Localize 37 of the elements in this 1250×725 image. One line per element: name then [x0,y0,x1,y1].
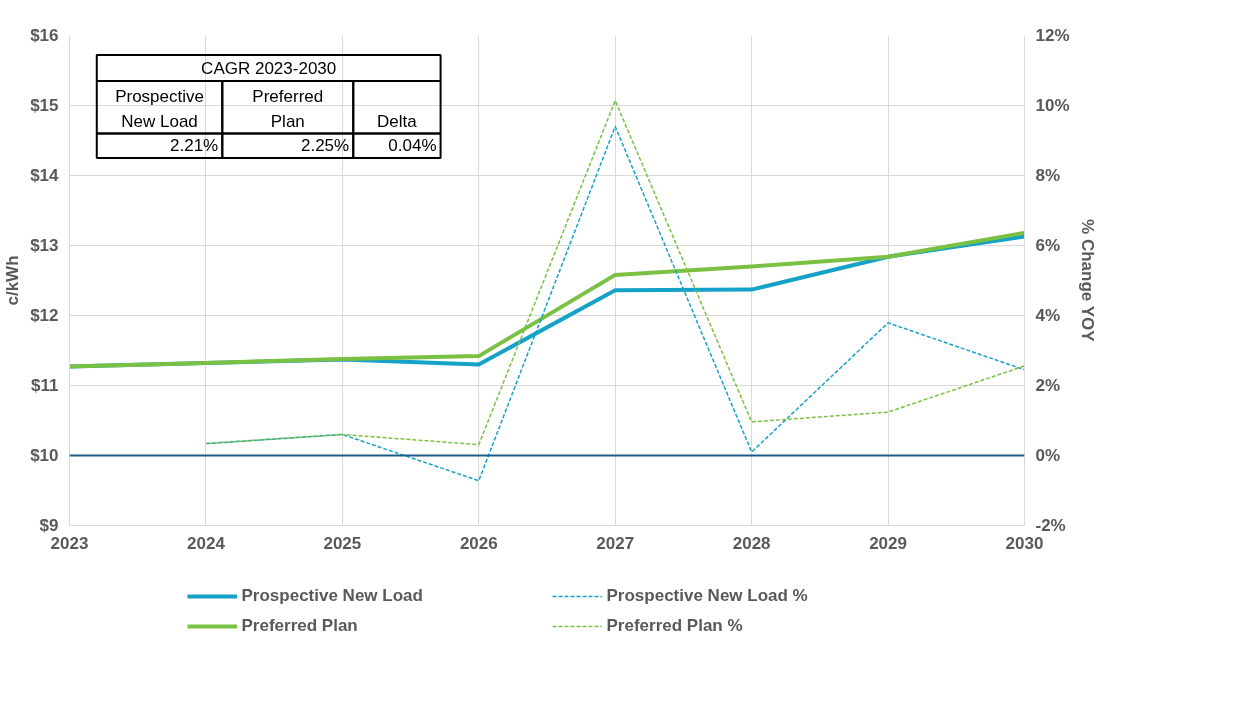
y-tick-label: $14 [30,166,60,185]
y-tick-label: $11 [31,376,59,395]
x-tick-label: 2030 [1005,533,1044,553]
legend-label: Prospective New Load % [606,586,809,606]
y2-axis-title: % Change YOY [1077,219,1097,343]
y2-tick-label: 12% [1035,26,1070,45]
y2-tick-label: -2% [1035,516,1066,535]
y-tick-label: $9 [39,516,59,535]
annotation: CAGR 2023-2030 [201,58,337,78]
legend-label: Preferred Plan % [606,616,744,636]
x-tick-label: 2028 [732,533,771,553]
y2-tick-label: 8% [1035,166,1061,185]
y-tick-label: $10 [30,446,59,465]
y2-tick-label: 4% [1035,306,1061,325]
x-tick-label: 2026 [459,533,498,553]
annotation: 0.04% [388,136,437,156]
x-tick-label: 2029 [869,533,907,553]
annotation: Delta [377,111,418,131]
legend-label: Prospective New Load [241,586,424,606]
y-axis-title: c/kWh [3,255,23,306]
y-tick-label: $16 [30,26,59,45]
x-tick-label: 2027 [596,533,635,553]
y-tick-label: $12 [30,306,59,325]
y-tick-label: $13 [30,236,59,255]
y-tick-label: $15 [30,96,59,115]
y2-tick-label: 10% [1035,96,1070,115]
x-tick-label: 2023 [50,533,89,553]
annotation: Preferred Plan [252,87,324,131]
annotation: 2.21% [170,136,219,156]
legend-label: Preferred Plan [241,616,359,636]
annotation: 2.25% [300,136,350,156]
y2-tick-label: 2% [1035,376,1061,395]
annotation: Prospective New Load [115,87,204,131]
y2-tick-label: 0% [1035,446,1061,465]
x-tick-label: 2025 [323,533,362,553]
x-tick-label: 2024 [187,533,226,553]
y2-tick-label: 6% [1035,236,1061,255]
